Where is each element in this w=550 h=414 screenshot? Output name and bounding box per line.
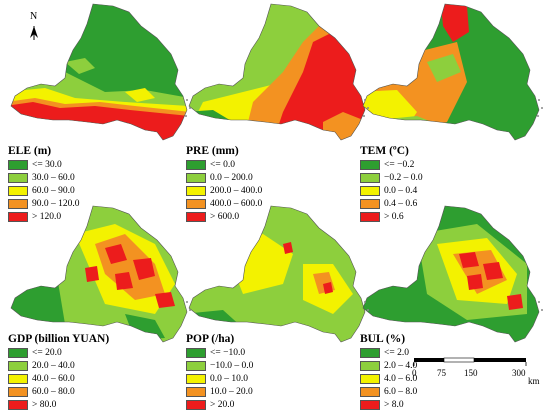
scale-unit: km <box>528 376 540 386</box>
swatch <box>360 400 380 410</box>
swatch <box>186 199 206 209</box>
panel-title-pre: PRE (mm) <box>186 145 239 157</box>
swatch <box>186 361 206 371</box>
swatch <box>8 212 28 222</box>
scale-tick-300: 300 <box>512 368 526 378</box>
panel-title-ele: ELE (m) <box>8 145 52 157</box>
swatch <box>360 160 380 170</box>
swatch <box>186 400 206 410</box>
north-arrow-icon <box>30 26 38 40</box>
swatch <box>186 186 206 196</box>
scale-tick-75: 75 <box>437 368 446 378</box>
swatch <box>360 186 380 196</box>
swatch <box>8 173 28 183</box>
swatch <box>360 212 380 222</box>
swatch <box>186 374 206 384</box>
swatch <box>8 361 28 371</box>
swatch <box>360 199 380 209</box>
swatch <box>8 374 28 384</box>
swatch <box>360 387 380 397</box>
swatch <box>360 348 380 358</box>
swatch <box>360 173 380 183</box>
north-label: N <box>30 11 38 22</box>
swatch <box>8 348 28 358</box>
panel-title-bul: BUL (%) <box>360 333 406 345</box>
swatch <box>8 160 28 170</box>
swatch <box>360 361 380 371</box>
scale-tick-0: 0 <box>412 368 417 378</box>
islands <box>185 99 543 311</box>
swatch <box>186 212 206 222</box>
panel-title-tem: TEM (ºC) <box>360 145 409 157</box>
swatch <box>186 348 206 358</box>
scale-bar <box>413 357 527 366</box>
scale-tick-150: 150 <box>464 368 478 378</box>
swatch <box>8 400 28 410</box>
swatch <box>186 173 206 183</box>
swatch <box>186 387 206 397</box>
swatch <box>8 387 28 397</box>
panel-title-gdp: GDP (billion YUAN) <box>8 333 110 345</box>
swatch <box>8 186 28 196</box>
swatch <box>360 374 380 384</box>
swatch <box>8 199 28 209</box>
panel-title-pop: POP (/ha) <box>186 333 235 345</box>
swatch <box>186 160 206 170</box>
